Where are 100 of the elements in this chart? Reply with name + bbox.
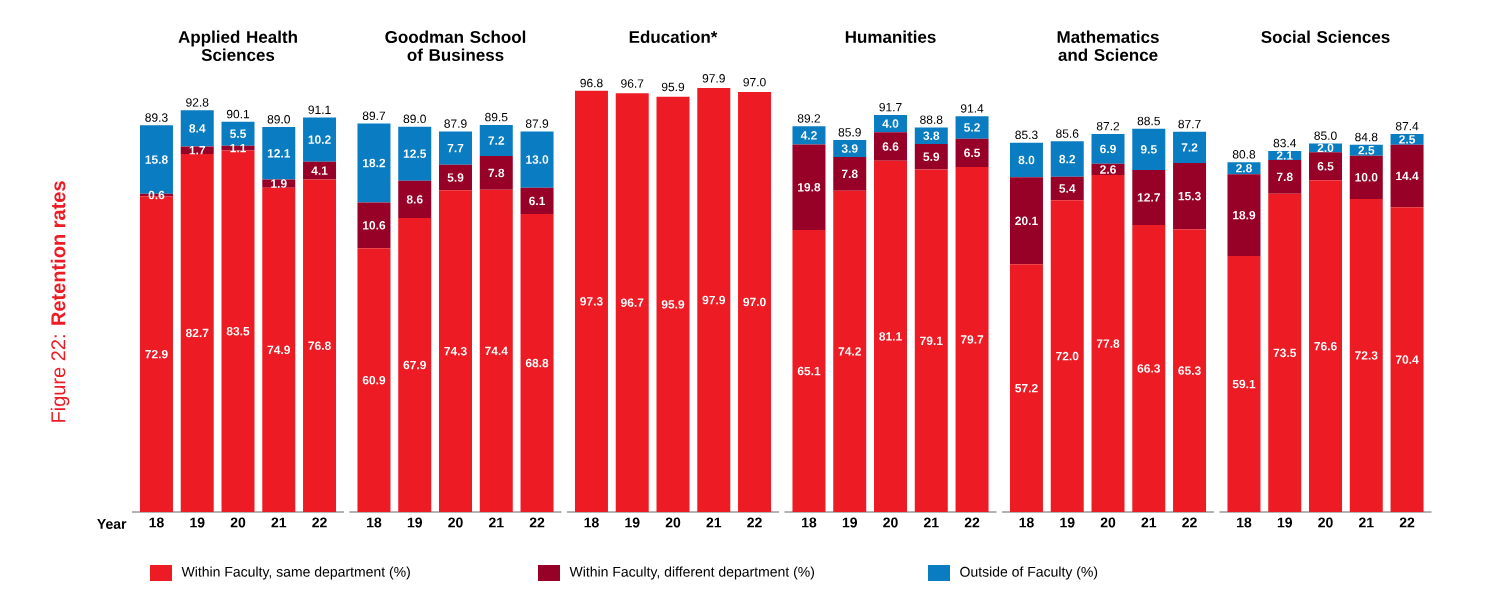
data-label: 1.9 <box>271 179 287 188</box>
bar <box>357 123 391 203</box>
data-label: 12.1 <box>267 149 291 158</box>
data-label: 97.9 <box>702 295 726 305</box>
data-label: 96.7 <box>620 298 644 307</box>
x-tick-label: 19 <box>190 517 205 528</box>
total-label: 91.4 <box>960 104 984 113</box>
x-tick-label: 22 <box>1399 517 1415 528</box>
total-label: 87.4 <box>1395 121 1419 131</box>
chart-title: Education* <box>629 30 718 44</box>
x-tick-label: 20 <box>448 517 463 528</box>
bar <box>792 230 826 512</box>
total-label: 89.2 <box>797 114 821 123</box>
total-label: 84.8 <box>1355 132 1378 142</box>
data-label: 3.9 <box>841 144 858 153</box>
bar <box>874 132 908 161</box>
data-label: 79.1 <box>920 336 943 345</box>
total-label: 89.3 <box>145 113 168 122</box>
bar <box>1390 207 1424 512</box>
total-label: 89.7 <box>362 111 386 121</box>
data-label: 2.0 <box>1317 143 1334 153</box>
total-label: 85.3 <box>1015 130 1038 140</box>
data-label: 97.0 <box>743 297 766 307</box>
data-label: 74.2 <box>838 347 861 356</box>
bar <box>262 187 296 512</box>
bar <box>1309 180 1343 512</box>
bar <box>439 190 473 512</box>
data-label: 67.9 <box>403 360 426 370</box>
bar <box>1268 193 1302 512</box>
bar <box>914 169 948 512</box>
chart-title: Applied Health Sciences <box>178 30 297 62</box>
data-label: 66.3 <box>1137 364 1161 373</box>
bar <box>180 153 214 512</box>
chart-title: Humanities <box>845 30 936 44</box>
bar <box>1227 174 1261 257</box>
data-label: 8.2 <box>1059 154 1076 164</box>
data-label: 57.2 <box>1015 383 1038 393</box>
bar <box>1009 142 1043 178</box>
data-label: 60.9 <box>362 375 386 385</box>
x-tick-label: 22 <box>747 517 762 528</box>
x-tick-label: 20 <box>1318 517 1333 528</box>
x-tick-label: 21 <box>1141 517 1157 528</box>
bar <box>1173 131 1207 163</box>
data-label: 20.1 <box>1015 216 1038 226</box>
data-label: 4.1 <box>311 166 328 175</box>
data-label: 6.5 <box>964 148 981 158</box>
bar <box>398 180 432 218</box>
data-label: 18.2 <box>363 158 386 168</box>
data-label: 65.3 <box>1178 366 1201 375</box>
bar <box>833 190 867 512</box>
total-label: 87.2 <box>1096 121 1120 131</box>
bar <box>955 138 989 167</box>
x-tick-label: 21 <box>1358 517 1374 528</box>
bar <box>1227 256 1261 512</box>
total-label: 80.8 <box>1232 150 1256 159</box>
data-label: 6.9 <box>1100 144 1116 154</box>
data-label: 5.4 <box>1059 184 1076 193</box>
total-label: 89.5 <box>485 112 508 122</box>
annotation: 97.0 <box>743 77 766 87</box>
bar <box>1349 198 1383 512</box>
bar <box>1050 141 1084 177</box>
data-label: 72.9 <box>145 349 168 359</box>
annotation: 95.9 <box>661 82 685 92</box>
total-label: 85.0 <box>1314 131 1337 140</box>
bar <box>1390 144 1424 208</box>
bar <box>914 143 948 170</box>
data-label: 18.9 <box>1233 210 1256 220</box>
data-label: 7.2 <box>1181 143 1198 152</box>
total-label: 85.9 <box>838 128 861 137</box>
bar <box>262 127 296 180</box>
total-label: 88.8 <box>920 115 943 124</box>
x-tick-label: 19 <box>1060 517 1075 528</box>
total-label: 91.7 <box>879 102 902 112</box>
bar <box>1050 200 1084 512</box>
data-label: 74.9 <box>267 345 290 355</box>
data-label: 65.1 <box>797 366 821 376</box>
data-label: 79.7 <box>960 335 984 344</box>
data-label: 83.5 <box>226 326 250 336</box>
x-tick-label: 18 <box>802 517 817 528</box>
annotation: 97.9 <box>702 74 725 83</box>
data-label: 4.2 <box>800 131 817 140</box>
data-label: 5.9 <box>923 152 940 161</box>
x-tick-label: 18 <box>1237 517 1252 528</box>
bar <box>520 214 554 512</box>
bar <box>1009 264 1043 512</box>
x-tick-label: 18 <box>1019 517 1034 528</box>
data-label: 6.6 <box>882 142 899 151</box>
bar <box>1091 133 1125 164</box>
data-label: 8.6 <box>406 195 423 204</box>
x-tick-label: 18 <box>149 517 164 528</box>
bar <box>874 160 908 512</box>
legend-label: Within Faculty, different department (%) <box>569 566 815 580</box>
data-label: 15.8 <box>145 155 168 164</box>
bar <box>914 127 948 144</box>
annotation: 96.7 <box>621 79 644 88</box>
bar <box>1009 177 1043 265</box>
bar <box>479 156 513 190</box>
data-label: 72.0 <box>1056 351 1079 361</box>
data-label: 10.6 <box>363 221 386 230</box>
bar <box>1309 152 1343 181</box>
